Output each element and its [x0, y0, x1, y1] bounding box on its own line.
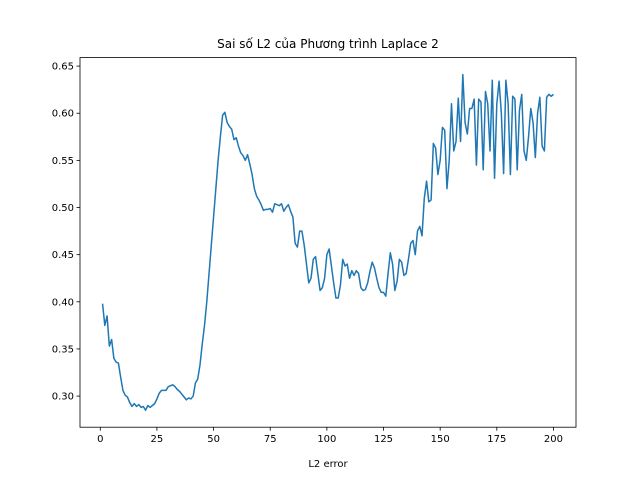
- x-tick-label: 200: [544, 434, 563, 445]
- y-tick-label: 0.45: [52, 250, 74, 261]
- x-tick-label: 150: [431, 434, 450, 445]
- x-axis-label: L2 error: [308, 459, 348, 470]
- y-tick-label: 0.60: [52, 109, 74, 120]
- x-tick-label: 50: [207, 434, 220, 445]
- plot-frame: [79, 57, 577, 428]
- x-tick-label: 100: [317, 434, 336, 445]
- x-tick-label: 125: [374, 434, 393, 445]
- x-tick-label: 25: [151, 434, 164, 445]
- y-tick-label: 0.35: [52, 344, 74, 355]
- y-tick-label: 0.30: [52, 392, 74, 403]
- x-tick-label: 75: [264, 434, 277, 445]
- y-tick-label: 0.50: [52, 203, 74, 214]
- x-tick-label: 175: [487, 434, 506, 445]
- y-tick-label: 0.40: [52, 297, 74, 308]
- chart-title: Sai số L2 của Phương trình Laplace 2: [217, 37, 439, 51]
- y-tick-label: 0.55: [52, 156, 74, 167]
- y-tick-label: 0.65: [52, 62, 74, 73]
- line-series: [101, 73, 554, 411]
- x-tick-label: 0: [97, 434, 103, 445]
